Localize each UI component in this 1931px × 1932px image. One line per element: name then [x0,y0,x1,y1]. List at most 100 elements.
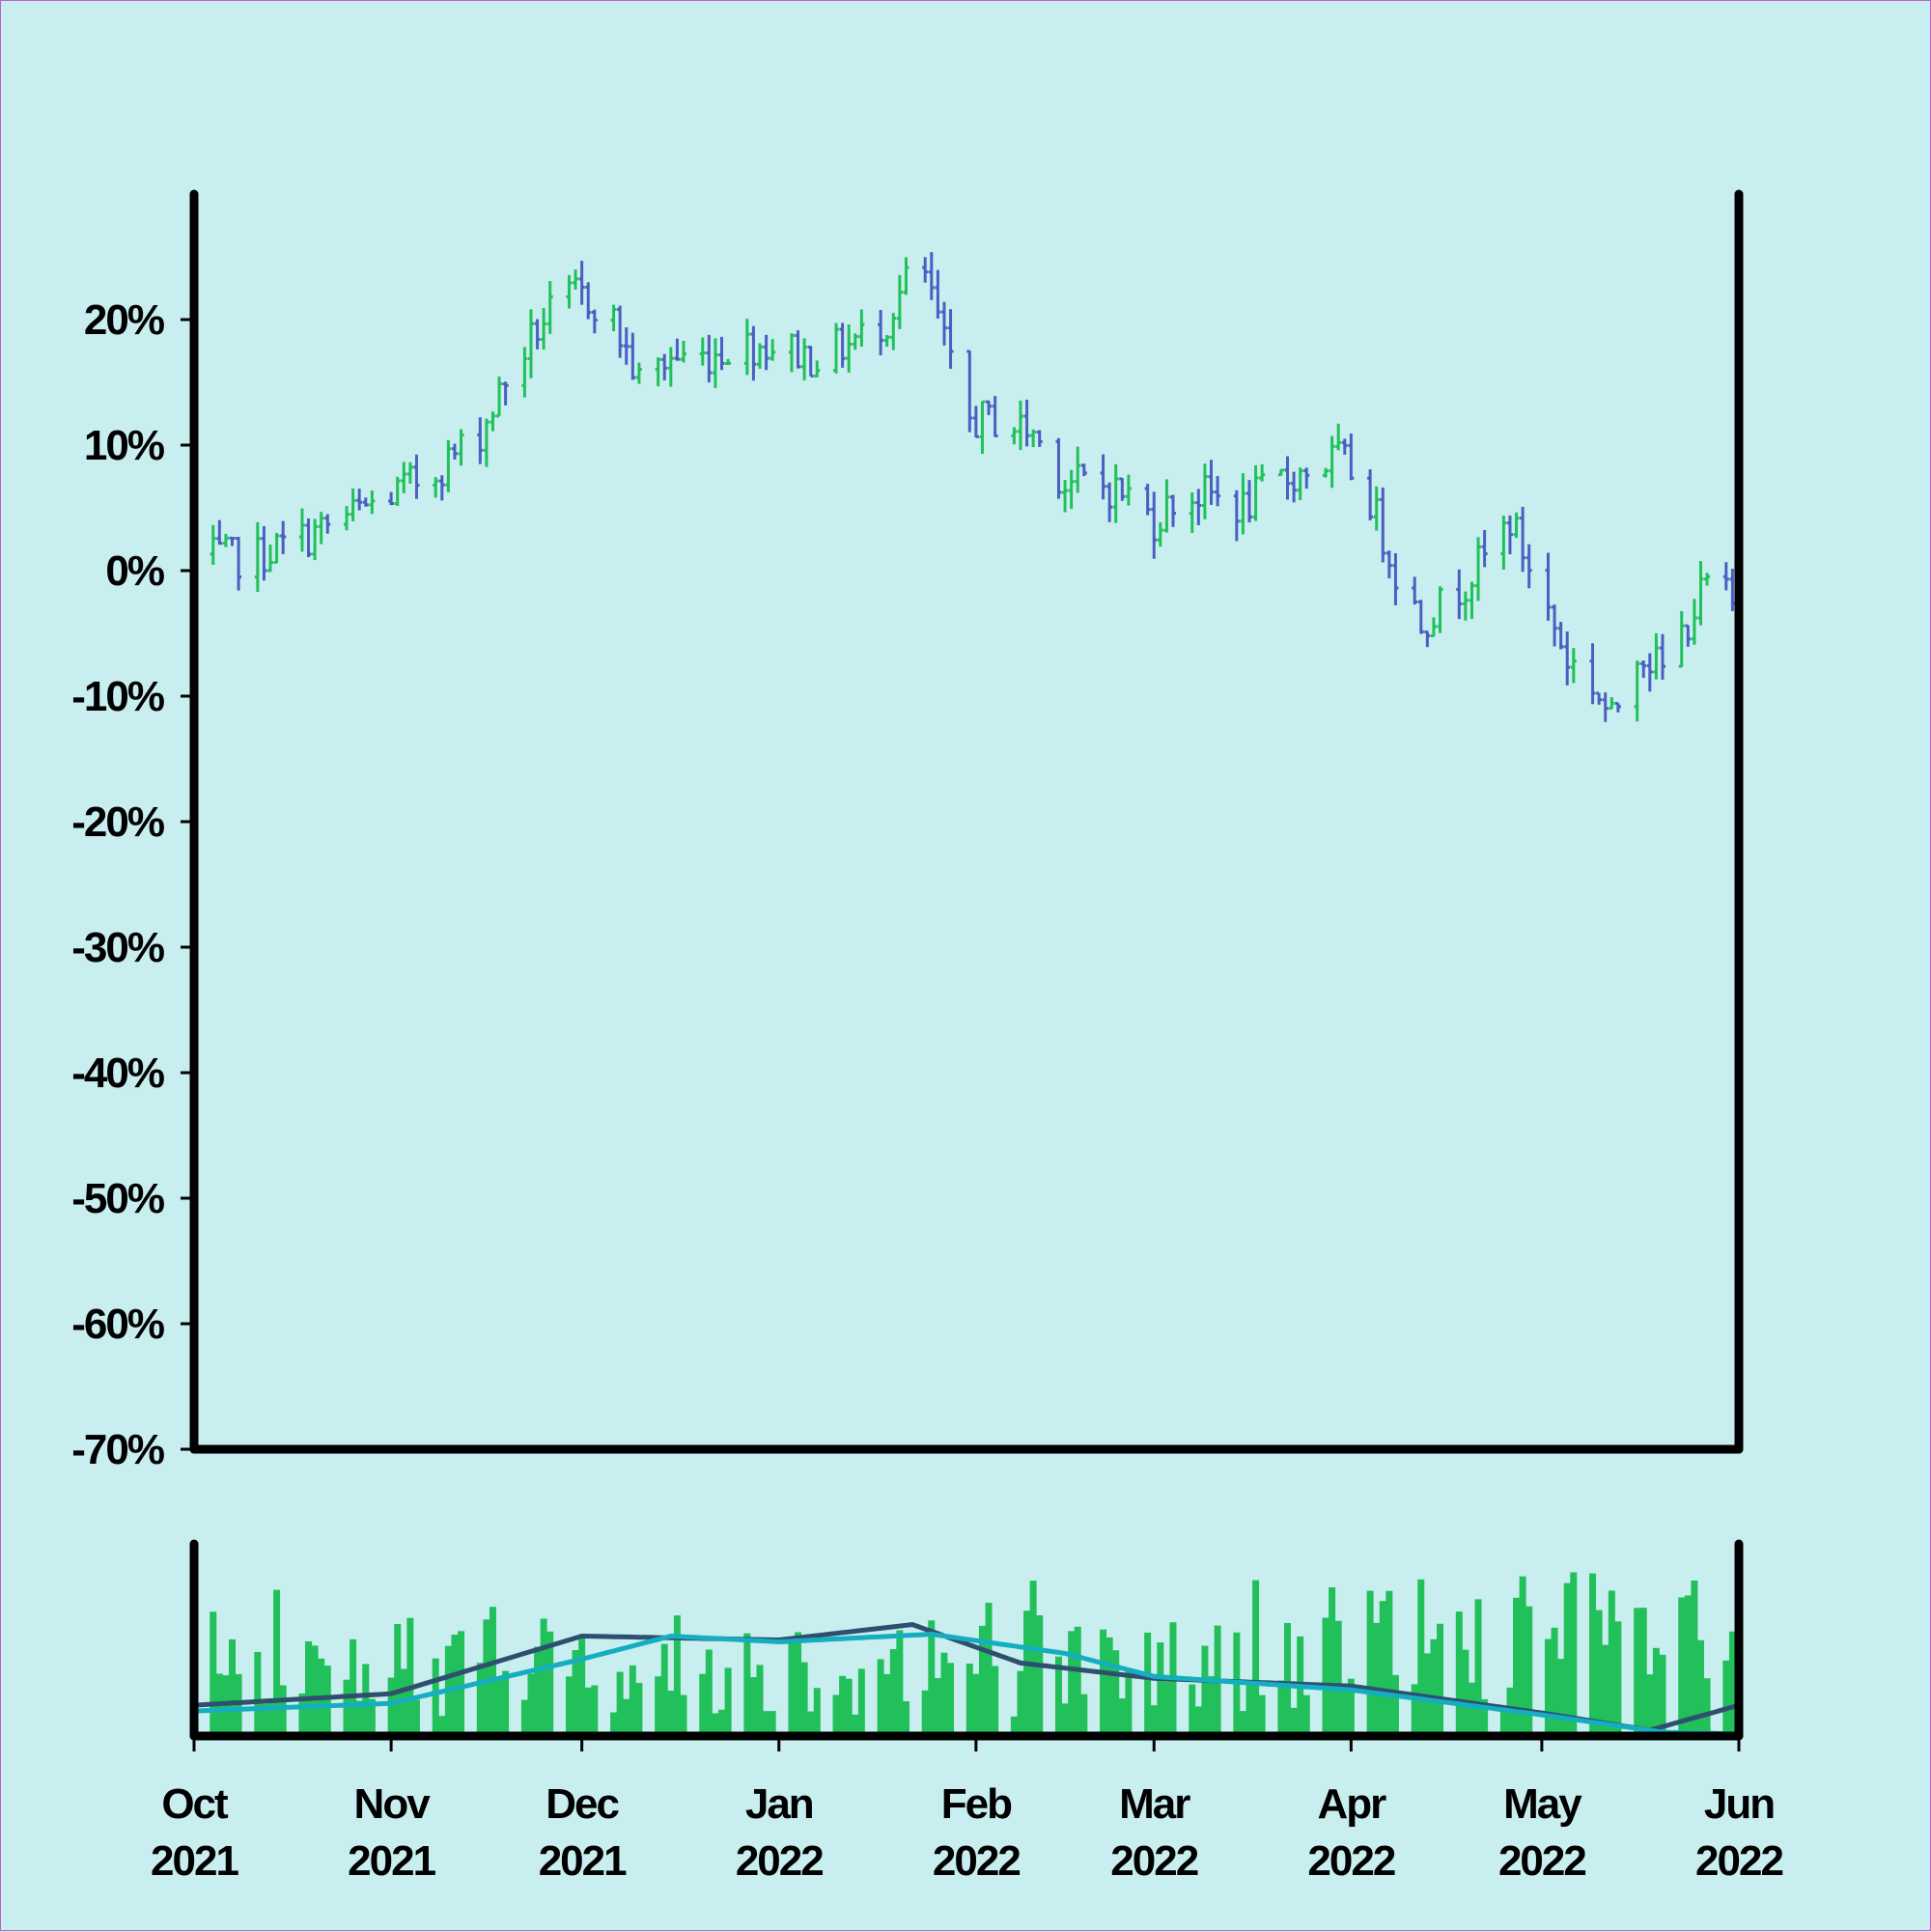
ohlc-bar [1520,506,1526,573]
volume-bar [743,1633,751,1736]
ohlc-bar [267,544,274,573]
volume-bar [1373,1622,1381,1736]
ohlc-bar [1277,468,1284,477]
volume-bar [229,1638,237,1736]
ohlc-bar [433,477,439,498]
ohlc-bar [667,347,674,387]
ohlc-bar [623,327,630,365]
volume-bar [1189,1684,1196,1736]
volume-bar [540,1618,547,1736]
ohlc-bar [388,491,395,506]
volume-bar [947,1663,955,1736]
ohlc-bar [1169,494,1176,527]
volume-bar [1201,1645,1209,1736]
volume-bar [992,1666,999,1736]
volume-bar [934,1678,941,1736]
ohlc-bar [706,334,713,382]
ohlc-bar [1659,633,1665,680]
ohlc-bar [1100,454,1106,500]
ohlc-bar [1564,631,1571,686]
ohlc-bar [261,525,267,581]
y-tick-label: -50% [71,1175,164,1222]
volume-bar [928,1620,936,1736]
volume-bar [699,1673,707,1736]
ohlc-bar [1112,463,1119,523]
volume-bar [1144,1632,1152,1736]
ohlc-bar [210,524,216,565]
volume-bar [1194,1706,1202,1736]
ohlc-bar [655,357,661,387]
volume-bar [1284,1622,1292,1736]
x-tick-label-month: Mar [1119,1780,1190,1828]
ohlc-bar [947,309,954,369]
volume-bar [1080,1694,1088,1736]
ohlc-bar [1456,569,1463,620]
ohlc-bar [1335,423,1342,451]
ohlc-bar [890,313,897,350]
moving-average-lines [193,1622,1740,1737]
ohlc-bar [1036,430,1043,447]
ohlc-bar [305,518,312,558]
y-tick-label: -20% [71,798,164,846]
ohlc-bar [1646,653,1653,692]
ohlc-bar [356,489,363,511]
volume-bar [1334,1620,1342,1736]
ohlc-bar [1144,484,1151,516]
ohlc-bar [312,518,319,561]
volume-bar [1207,1676,1215,1736]
volume-bar [1258,1694,1266,1736]
ohlc-bar [1233,490,1240,542]
volume-bar [451,1635,459,1736]
volume-bar [921,1690,929,1736]
volume-bar [1474,1599,1482,1736]
volume-bar [502,1670,510,1736]
ohlc-bar [254,521,261,592]
volume-bar [763,1711,770,1736]
ohlc-bar [1208,460,1215,505]
ohlc-bar [1634,660,1640,722]
volume-bar [1023,1610,1031,1736]
ohlc-bar [878,310,884,355]
volume-bar [578,1637,586,1736]
volume-bar [1277,1680,1285,1736]
ohlc-bar [1323,467,1329,478]
volume-bar [1036,1615,1044,1736]
volume-bar [260,1703,267,1736]
ohlc-bar [394,476,401,507]
tick-labels: 20% 10% 0% -10% -20% -30% -40% -50% -60% -70% Oct 2… [71,296,1784,1885]
volume-bar [1634,1608,1641,1736]
volume-bar [368,1698,376,1736]
ohlc-bar [1513,512,1520,539]
volume-bar [623,1698,630,1736]
ohlc-bar [903,257,910,295]
ohlc-bar [1602,692,1609,722]
ohlc-bar [585,282,592,320]
volume-bar [1074,1626,1081,1736]
ohlc-bar [1437,586,1443,633]
ohlc-bar [1240,473,1246,535]
volume-bar [350,1638,357,1736]
ohlc-bar [527,309,534,378]
volume-bars [190,1572,1736,1736]
ohlc-bar [216,519,223,546]
ohlc-bar [795,330,801,369]
volume-bar [1437,1623,1444,1736]
ohlc-bar [1685,624,1692,647]
volume-bar [458,1631,465,1736]
volume-bar [1054,1656,1062,1736]
volume-bar [483,1619,490,1736]
x-tick-label-year: 2021 [348,1837,435,1885]
ohlc-bar [1163,479,1170,533]
volume-bar [1150,1705,1158,1736]
ohlc-bar [546,281,553,334]
volume-bar [1347,1678,1355,1736]
volume-bar [1639,1608,1647,1736]
volume-bar [1010,1716,1018,1736]
volume-bar [655,1676,662,1736]
ohlc-bar [743,319,750,376]
ohlc-bar [1215,476,1221,507]
volume-bar [1525,1606,1533,1736]
x-tick-label-month: May [1503,1780,1582,1828]
ohlc-bar [324,514,331,534]
ohlc-bar [1341,438,1348,455]
